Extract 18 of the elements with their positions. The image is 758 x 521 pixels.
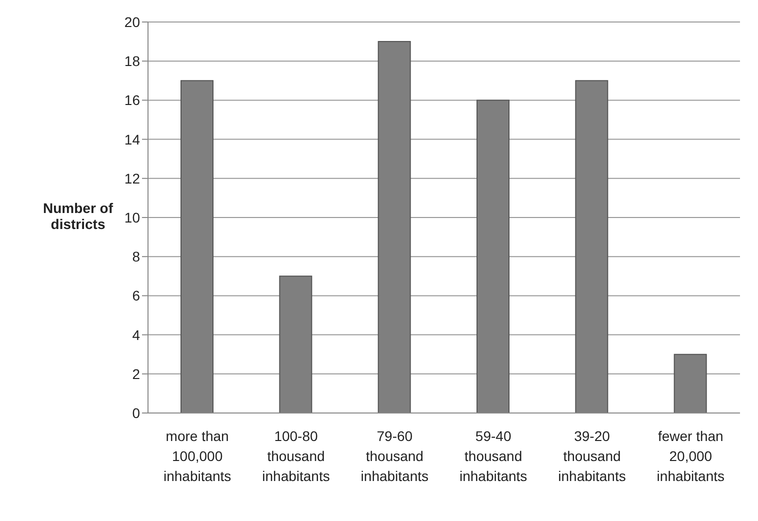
y-tick-label: 12	[124, 170, 140, 186]
x-tick-label: fewer than 20,000 inhabitants	[656, 428, 725, 484]
y-tick-label: 2	[132, 366, 140, 382]
x-tick-label: more than 100,000 inhabitants	[163, 428, 232, 484]
y-tick-label: 0	[132, 404, 140, 421]
y-axis-title: Number of districts	[43, 200, 113, 232]
x-tick-label: 59-40 thousand inhabitants	[459, 428, 528, 484]
y-tick-label: 16	[124, 92, 140, 108]
y-tick-label: 18	[124, 53, 140, 70]
x-tick-label: 39-20 thousand inhabitants	[558, 428, 626, 484]
y-tick-label: 8	[132, 248, 140, 265]
x-tick-label: 79-60 thousand inhabitants	[360, 428, 429, 484]
y-tick-label: 6	[132, 288, 140, 304]
y-tick-label: 14	[124, 131, 140, 148]
y-tick-label: 4	[132, 326, 140, 343]
y-tick-label: 20	[124, 14, 140, 30]
y-tick-label: 10	[124, 209, 140, 226]
x-tick-label: 100-80 thousand inhabitants	[262, 428, 330, 484]
